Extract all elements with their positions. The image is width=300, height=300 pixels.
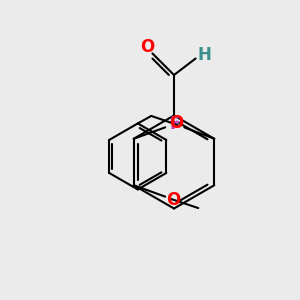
Text: O: O (140, 38, 154, 56)
Text: F: F (169, 115, 181, 133)
Text: O: O (167, 191, 181, 209)
Text: O: O (169, 114, 183, 132)
Text: H: H (198, 46, 212, 64)
